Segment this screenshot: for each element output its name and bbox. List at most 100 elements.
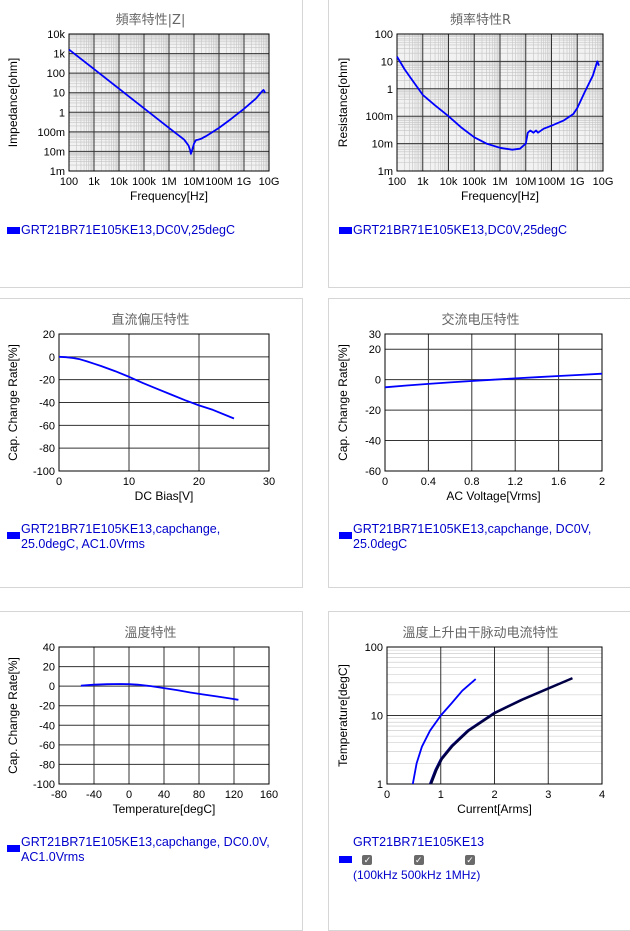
y-tick-label: 100 — [47, 68, 65, 80]
y-tick-label: 100 — [375, 29, 393, 41]
y-tick-label: 0 — [49, 352, 55, 364]
x-tick-label: 1G — [237, 176, 252, 188]
legend[interactable]: GRT21BR71E105KE13,capchange, DC0V, 25.0d… — [339, 522, 591, 552]
y-tick-label: 30 — [369, 329, 381, 341]
x-tick-label: 1M — [161, 176, 176, 188]
checkbox-1mhz[interactable]: ✓ — [465, 854, 476, 865]
legend[interactable]: GRT21BR71E105KE13,capchange, DC0.0V, AC1… — [7, 835, 270, 865]
x-tick-label: 0 — [126, 789, 132, 801]
y-tick-label: 40 — [43, 642, 55, 654]
legend[interactable]: GRT21BR71E105KE13,DC0V,25degC — [339, 223, 567, 238]
x-tick-label: 1G — [570, 176, 585, 188]
legend-checkbox-labels: (100kHz 500kHz 1MHz) — [353, 868, 481, 882]
series-line — [68, 48, 266, 155]
y-tick-label: 1 — [59, 107, 65, 119]
x-tick-label: 0 — [384, 789, 390, 801]
x-tick-label: 100M — [205, 176, 233, 188]
x-tick-label: 1 — [438, 789, 444, 801]
series-line — [80, 683, 239, 701]
x-tick-label: 10M — [183, 176, 204, 188]
checkbox-100khz[interactable]: ✓ — [362, 854, 373, 865]
legend-swatch — [339, 227, 352, 235]
y-axis-label: Cap. Change Rate[%] — [6, 657, 20, 774]
x-tick-label: 1M — [492, 176, 507, 188]
y-tick-label: 10 — [53, 88, 65, 100]
y-tick-label: 20 — [43, 329, 55, 341]
legend-label: GRT21BR71E105KE13,capchange, DC0.0V, AC1… — [21, 835, 270, 864]
checkbox-label-500khz: 500kHz — [401, 868, 442, 882]
x-axis-label: DC Bias[V] — [135, 489, 194, 503]
x-tick-label: -40 — [86, 789, 102, 801]
x-tick-label: 0 — [56, 476, 62, 488]
x-tick-label: 100k — [132, 176, 156, 188]
resistance-chart: 100 1k 10k 100k 1M 10M 100M 1G 10G 100 10 1 100m 10m 1… — [336, 29, 614, 203]
x-tick-label: 100M — [538, 176, 566, 188]
chart-title: 頻率特性|Z| — [115, 13, 186, 28]
y-axis-label: Temperature[degC] — [336, 664, 350, 767]
legend[interactable]: GRT21BR71E105KE13,DC0V,25degC — [7, 223, 235, 238]
temperature-chart: -80 -40 0 40 80 120 16040200-20-40-60-80-100Te… — [6, 642, 278, 816]
y-tick-label: 20 — [369, 344, 381, 356]
y-tick-label: 1m — [378, 166, 393, 178]
x-axis-label: Temperature[degC] — [113, 802, 216, 816]
checkbox-label-1mhz: 1MHz — [445, 868, 477, 882]
x-tick-label: 30 — [263, 476, 275, 488]
legend-swatch — [7, 532, 20, 539]
x-tick-label: 0.4 — [421, 476, 436, 488]
x-tick-label: 2 — [491, 789, 497, 801]
y-tick-label: 20 — [43, 662, 55, 674]
series-line — [384, 372, 603, 389]
x-tick-label: 10G — [259, 176, 280, 188]
y-tick-label: 10 — [371, 711, 383, 723]
plot-frame — [68, 33, 270, 172]
y-tick-label: 1m — [50, 166, 65, 178]
y-tick-label: -20 — [365, 405, 381, 417]
y-axis-label: Cap. Change Rate[%] — [6, 344, 20, 461]
y-tick-label: 1k — [53, 49, 65, 61]
y-tick-label: 0 — [375, 375, 381, 387]
panel-dcbias: 直流偏压特性 0 10 20 30 20 0 -20 -40 -60 -80 -100 DC Bias… — [0, 298, 303, 588]
x-tick-label: 1.2 — [508, 476, 523, 488]
y-tick-label: 100m — [365, 111, 393, 123]
legend[interactable]: GRT21BR71E105KE13,capchange, 25.0degC, A… — [7, 522, 220, 552]
y-tick-label: -80 — [39, 759, 55, 771]
series-line — [430, 677, 573, 785]
x-tick-label: 0 — [382, 476, 388, 488]
acvoltage-chart: 0 0.4 0.8 1.2 1.6 2 30 20 0 -20 -40 -60 AC Voltage[V… — [336, 329, 605, 503]
plot-frame — [384, 333, 603, 472]
y-tick-label: 10k — [47, 29, 65, 41]
series-line — [396, 56, 600, 151]
y-axis-label: Cap. Change Rate[%] — [336, 344, 350, 461]
x-axis-label: Frequency[Hz] — [461, 189, 539, 203]
x-tick-label: -80 — [51, 789, 67, 801]
panel-heating: 溫度上升由干脉动电流特性 0 1 2 3 4 100 10 1 Current[Arms] Tem… — [328, 611, 630, 931]
y-axis-label: Resistance[ohm] — [336, 58, 350, 147]
y-tick-label: 0 — [49, 681, 55, 693]
x-tick-label: 160 — [260, 789, 278, 801]
y-tick-label: -60 — [39, 420, 55, 432]
panel-temperature: 溫度特性 -80 -40 0 40 80 120 160 40 20 0 -20 -40 -60 -80-… — [0, 611, 303, 931]
chart-title: 交流电压特性 — [441, 313, 520, 328]
legend-label: GRT21BR71E105KE13,capchange, 25.0degC, A… — [21, 522, 221, 551]
panel-impedance: 頻率特性|Z| 100 1k 10k 100k 1M 10M 100M 1G 10G 10k 1k 1… — [0, 0, 303, 288]
dcbias-chart: 0 10 20 30 20 0 -20 -40 -60 -80 -100 DC Bias[V] Cap.… — [6, 329, 275, 503]
y-tick-label: -40 — [365, 436, 381, 448]
y-tick-label: -20 — [39, 375, 55, 387]
y-tick-label: 100 — [365, 642, 383, 654]
panel-acvoltage: 交流电压特性 0 0.4 0.8 1.2 1.6 2 30 20 0 -20 -40 -60 AC Vo… — [328, 298, 630, 588]
x-tick-label: 10k — [440, 176, 458, 188]
x-axis-label: Current[Arms] — [457, 802, 532, 816]
legend-swatch — [339, 532, 352, 539]
legend-name: GRT21BR71E105KE13 — [353, 835, 485, 849]
x-tick-label: 1k — [88, 176, 100, 188]
x-tick-label: 1k — [417, 176, 429, 188]
x-axis-label: AC Voltage[Vrms] — [446, 489, 540, 503]
y-tick-label: 1 — [377, 779, 383, 791]
y-tick-label: -20 — [39, 701, 55, 713]
y-tick-label: 1 — [387, 84, 393, 96]
checkbox-500khz[interactable]: ✓ — [413, 854, 424, 865]
plot-frame — [58, 333, 270, 472]
x-tick-label: 100 — [60, 176, 78, 188]
x-tick-label: 10G — [593, 176, 614, 188]
chart-title: 直流偏压特性 — [111, 313, 190, 328]
